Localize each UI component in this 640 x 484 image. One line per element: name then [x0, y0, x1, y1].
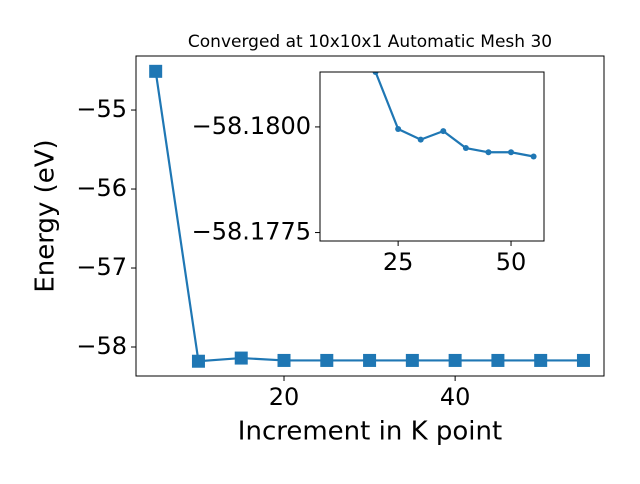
data-marker: [417, 136, 424, 143]
data-marker: [491, 353, 505, 367]
data-marker: [363, 353, 377, 367]
plot-area: [372, 72, 537, 160]
y-tick-label: −58.1775: [192, 218, 311, 246]
axes-background: [320, 72, 544, 241]
axes-frame: [135, 55, 605, 377]
data-marker: [448, 353, 462, 367]
data-marker: [405, 353, 419, 367]
y-tick-label: −58: [76, 332, 127, 360]
data-marker: [234, 351, 248, 365]
y-tick-label: −55: [76, 95, 127, 123]
y-tick-label: −57: [76, 253, 127, 281]
data-marker: [320, 353, 334, 367]
chart-title: Converged at 10x10x1 Automatic Mesh 30: [188, 32, 552, 52]
data-marker: [149, 64, 163, 78]
data-marker: [277, 353, 291, 367]
data-marker: [462, 145, 469, 152]
y-tick-label: −56: [76, 174, 127, 202]
plot-area: [149, 64, 590, 368]
data-marker: [485, 149, 492, 156]
data-marker: [191, 354, 205, 368]
x-tick-label: 20: [269, 383, 300, 411]
data-marker: [534, 353, 548, 367]
data-marker: [576, 353, 590, 367]
data-line: [374, 72, 534, 158]
x-tick-label: 50: [496, 248, 527, 276]
x-axis-label: Increment in K point: [238, 417, 502, 447]
y-tick-label: −58.1800: [192, 112, 311, 140]
axes-frame: [319, 71, 545, 242]
x-tick-label: 40: [440, 383, 471, 411]
data-marker: [395, 126, 402, 133]
data-marker: [372, 72, 379, 75]
data-marker: [508, 149, 515, 156]
data-marker: [530, 153, 537, 160]
data-marker: [440, 128, 447, 135]
y-axis-label: Energy (eV): [31, 139, 61, 292]
x-tick-label: 25: [383, 248, 414, 276]
